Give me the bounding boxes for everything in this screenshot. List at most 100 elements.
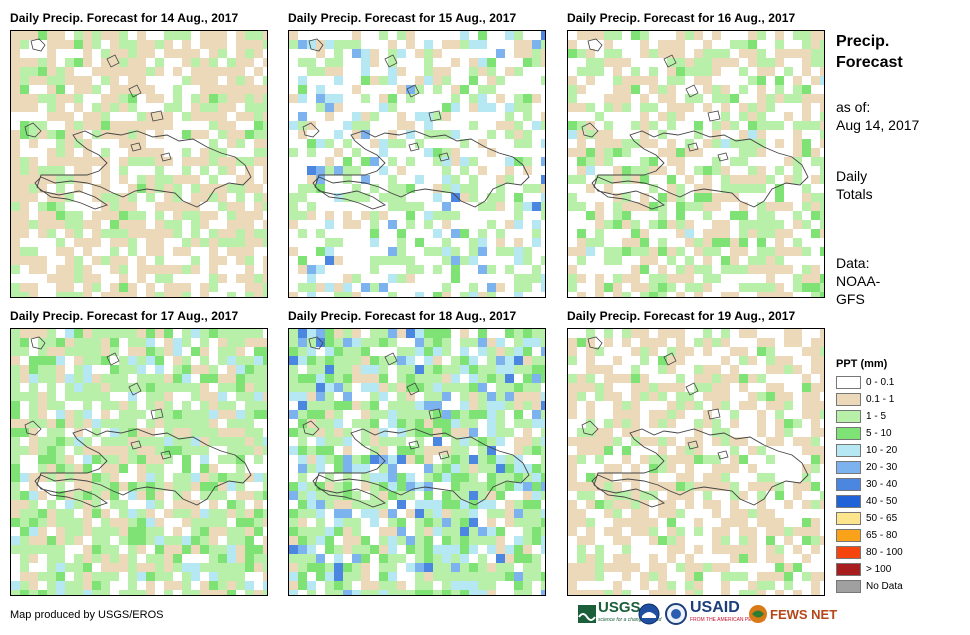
precip-cell xyxy=(676,211,685,220)
usgs-logo: USGS science for a changing world xyxy=(578,600,661,626)
precip-cell xyxy=(595,157,604,166)
precip-cell xyxy=(514,437,523,446)
precip-cell xyxy=(47,157,56,166)
precip-cell xyxy=(379,437,388,446)
precip-cell xyxy=(110,527,119,536)
precip-cell xyxy=(802,148,811,157)
precip-cell xyxy=(316,139,325,148)
precip-cell xyxy=(361,130,370,139)
precip-cell xyxy=(200,455,209,464)
precip-cell xyxy=(379,536,388,545)
precip-cell xyxy=(568,76,577,85)
precip-cell xyxy=(307,211,316,220)
precip-cell xyxy=(200,94,209,103)
precip-cell xyxy=(263,356,267,365)
precip-cell xyxy=(352,347,361,356)
precip-cell xyxy=(487,446,496,455)
precip-cell xyxy=(595,590,604,595)
precip-cell xyxy=(577,121,586,130)
precip-cell xyxy=(622,139,631,148)
precip-cell xyxy=(119,238,128,247)
precip-cell xyxy=(460,581,469,590)
precip-cell xyxy=(173,283,182,292)
precip-cell xyxy=(263,256,267,265)
precip-cell xyxy=(56,166,65,175)
precip-cell xyxy=(676,202,685,211)
precip-cell xyxy=(325,383,334,392)
precip-cell xyxy=(47,428,56,437)
precip-cell xyxy=(343,572,352,581)
precip-cell xyxy=(164,265,173,274)
precip-cell xyxy=(532,40,541,49)
precip-cell xyxy=(694,527,703,536)
precip-cell xyxy=(775,193,784,202)
precip-cell xyxy=(712,374,721,383)
precip-cell xyxy=(137,446,146,455)
precip-cell xyxy=(65,374,74,383)
precip-cell xyxy=(325,572,334,581)
precip-cell xyxy=(523,274,532,283)
precip-cell xyxy=(74,40,83,49)
precip-cell xyxy=(379,139,388,148)
precip-cell xyxy=(748,76,757,85)
precip-cell xyxy=(748,265,757,274)
precip-cell xyxy=(200,464,209,473)
precip-cell xyxy=(406,220,415,229)
precip-cell xyxy=(370,392,379,401)
precip-cell xyxy=(74,473,83,482)
precip-cell xyxy=(568,464,577,473)
precip-cell xyxy=(505,383,514,392)
legend-swatch xyxy=(836,444,861,457)
precip-cell xyxy=(236,563,245,572)
precip-cell xyxy=(604,473,613,482)
precip-cell xyxy=(83,283,92,292)
precip-cell xyxy=(56,292,65,297)
precip-cell xyxy=(236,473,245,482)
legend-label: 40 - 50 xyxy=(866,496,898,507)
precip-cell xyxy=(11,67,20,76)
precip-cell xyxy=(640,256,649,265)
precip-cell xyxy=(460,455,469,464)
precip-cell xyxy=(586,374,595,383)
precip-cell xyxy=(658,283,667,292)
precip-cell xyxy=(128,509,137,518)
precip-cell xyxy=(101,356,110,365)
precip-cell xyxy=(334,482,343,491)
precip-cell xyxy=(784,572,793,581)
precip-cell xyxy=(811,58,820,67)
precip-cell xyxy=(496,49,505,58)
precip-cell xyxy=(227,184,236,193)
precip-cell xyxy=(101,329,110,338)
precip-cell xyxy=(541,139,545,148)
precip-cell xyxy=(397,536,406,545)
precip-cell xyxy=(182,247,191,256)
precip-cell xyxy=(793,527,802,536)
usaid-logo: USAID FROM THE AMERICAN PEOPLE xyxy=(690,600,765,626)
precip-cell xyxy=(739,518,748,527)
precip-cell xyxy=(227,94,236,103)
precip-cell xyxy=(137,410,146,419)
precip-cell xyxy=(65,40,74,49)
precip-cell xyxy=(263,437,267,446)
precip-cell xyxy=(604,220,613,229)
precip-cell xyxy=(541,347,545,356)
precip-cell xyxy=(586,554,595,563)
precip-cell xyxy=(748,256,757,265)
precip-cell xyxy=(263,94,267,103)
precip-cell xyxy=(101,256,110,265)
precip-cell xyxy=(730,175,739,184)
precip-cell xyxy=(200,184,209,193)
precip-cell xyxy=(191,238,200,247)
precip-cell xyxy=(20,130,29,139)
precip-cell xyxy=(298,563,307,572)
precip-cell xyxy=(649,383,658,392)
precip-cell xyxy=(325,112,334,121)
precip-cell xyxy=(811,274,820,283)
precip-cell xyxy=(793,419,802,428)
precip-cell xyxy=(128,572,137,581)
precip-cell xyxy=(361,572,370,581)
precip-cell xyxy=(334,500,343,509)
precip-cell xyxy=(397,238,406,247)
precip-cell xyxy=(173,410,182,419)
precip-cell xyxy=(487,419,496,428)
